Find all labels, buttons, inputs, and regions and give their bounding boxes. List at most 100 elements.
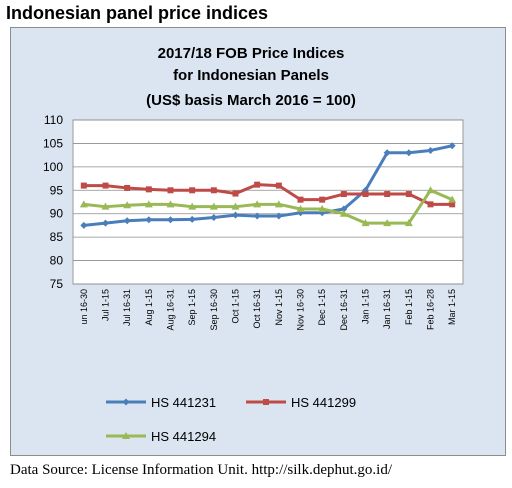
chart-title-line-2: for Indonesian Panels bbox=[173, 67, 329, 84]
line-chart: 2017/18 FOB Price Indices for Indonesian… bbox=[43, 45, 464, 444]
legend-item: HS 441231 bbox=[106, 395, 216, 410]
data-point bbox=[122, 398, 130, 406]
data-point bbox=[319, 196, 326, 203]
plot-area bbox=[72, 119, 464, 285]
data-point bbox=[101, 202, 110, 210]
data-point bbox=[145, 216, 153, 224]
x-axis-ticks: un 16-30 Jul 1-15 Jul 16-31 Aug 1-15 Aug 16-… bbox=[79, 289, 457, 331]
data-point bbox=[362, 191, 369, 198]
x-tick-label: Aug 16-31 bbox=[166, 289, 176, 331]
legend: HS 441231 HS 441299 HS 441294 bbox=[106, 395, 356, 444]
series-hs-441231 bbox=[80, 142, 456, 229]
data-point bbox=[296, 205, 305, 213]
data-point bbox=[253, 200, 262, 208]
data-point bbox=[232, 190, 239, 197]
data-point bbox=[318, 205, 327, 213]
data-point bbox=[384, 191, 391, 198]
series-hs-441299 bbox=[80, 181, 456, 208]
data-point bbox=[263, 399, 269, 405]
y-tick-label: 100 bbox=[43, 160, 63, 174]
x-tick-label: Dec 1-15 bbox=[317, 289, 327, 326]
series-line bbox=[83, 188, 453, 225]
data-point bbox=[405, 149, 413, 157]
data-point bbox=[80, 221, 88, 229]
data-point bbox=[427, 201, 434, 208]
legend-item: HS 441294 bbox=[106, 429, 216, 444]
page-title: Indonesian panel price indices bbox=[6, 3, 269, 23]
legend-item: HS 441299 bbox=[246, 395, 356, 410]
data-point bbox=[449, 201, 456, 208]
data-point bbox=[274, 200, 283, 208]
x-tick-label: Feb 16-28 bbox=[426, 289, 436, 330]
data-point bbox=[123, 201, 132, 209]
data-point bbox=[405, 191, 412, 198]
y-tick-label: 105 bbox=[43, 136, 63, 150]
x-tick-label: Nov 16-30 bbox=[296, 289, 306, 331]
data-point bbox=[340, 205, 348, 213]
x-tick-label: Dec 16-31 bbox=[339, 289, 349, 331]
series-hs-441294 bbox=[79, 186, 457, 227]
y-tick-label: 110 bbox=[44, 113, 63, 127]
data-point bbox=[383, 149, 391, 157]
data-point bbox=[253, 212, 261, 220]
chart-panel: 2017/18 FOB Price Indices for Indonesian… bbox=[10, 27, 506, 456]
x-tick-label: Mar 1-15 bbox=[447, 289, 457, 325]
data-point bbox=[188, 202, 197, 210]
data-point bbox=[427, 146, 434, 154]
x-tick-label: Nov 1-15 bbox=[274, 289, 284, 326]
data-point bbox=[340, 191, 347, 198]
data-point bbox=[166, 200, 175, 208]
y-tick-label: 75 bbox=[50, 277, 64, 291]
x-tick-label: Oct 1-15 bbox=[231, 289, 241, 324]
data-point bbox=[426, 186, 435, 194]
y-tick-label: 90 bbox=[50, 207, 64, 221]
data-point bbox=[254, 181, 261, 188]
data-point bbox=[448, 195, 457, 203]
data-point bbox=[231, 202, 240, 210]
data-point bbox=[361, 219, 370, 227]
data-point bbox=[189, 187, 196, 194]
x-tick-label: Jan 16-31 bbox=[382, 289, 392, 329]
gridlines bbox=[73, 119, 463, 285]
chart-title-line-3: (US$ basis March 2016 = 100) bbox=[146, 92, 356, 109]
data-point bbox=[144, 200, 153, 208]
data-point bbox=[80, 182, 87, 189]
data-point bbox=[167, 216, 174, 224]
data-point bbox=[210, 187, 217, 194]
x-tick-label: Jul 1-15 bbox=[101, 289, 111, 321]
legend-label: HS 441231 bbox=[151, 395, 216, 410]
data-point bbox=[124, 184, 131, 191]
y-tick-label: 80 bbox=[50, 254, 64, 268]
data-point bbox=[210, 213, 218, 221]
series-line bbox=[83, 144, 453, 227]
legend-label: HS 441294 bbox=[151, 429, 216, 444]
data-point bbox=[122, 432, 130, 439]
x-tick-label: Aug 1-15 bbox=[144, 289, 154, 326]
data-point bbox=[145, 186, 152, 193]
data-point bbox=[448, 142, 456, 150]
data-point bbox=[123, 217, 131, 225]
series-lines bbox=[79, 142, 457, 229]
x-tick-label: Jul 16-31 bbox=[122, 289, 132, 326]
x-tick-label: Oct 16-31 bbox=[252, 289, 262, 329]
data-point bbox=[275, 182, 282, 189]
data-point bbox=[383, 219, 392, 227]
x-tick-label: Jan 1-15 bbox=[361, 289, 371, 324]
chart-title-line-1: 2017/18 FOB Price Indices bbox=[158, 45, 345, 62]
data-point bbox=[188, 215, 196, 223]
data-point bbox=[339, 209, 348, 217]
data-source-note: Data Source: License Information Unit. h… bbox=[10, 462, 393, 478]
series-line bbox=[83, 183, 453, 206]
y-axis-ticks: 75 80 85 90 95 100 105 110 bbox=[43, 113, 63, 291]
data-point bbox=[404, 219, 413, 227]
x-tick-label: Feb 1-15 bbox=[404, 289, 414, 325]
data-point bbox=[209, 202, 218, 210]
data-point bbox=[232, 211, 239, 219]
data-point bbox=[102, 182, 109, 189]
x-tick-label: Sep 1-15 bbox=[187, 289, 197, 326]
x-tick-label: un 16-30 bbox=[79, 289, 89, 325]
data-point bbox=[275, 212, 283, 220]
data-point bbox=[102, 219, 109, 227]
y-tick-label: 95 bbox=[50, 183, 64, 197]
data-point bbox=[297, 196, 304, 203]
